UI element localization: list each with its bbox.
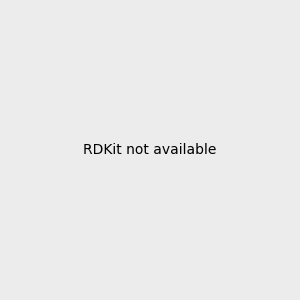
Text: RDKit not available: RDKit not available — [83, 143, 217, 157]
